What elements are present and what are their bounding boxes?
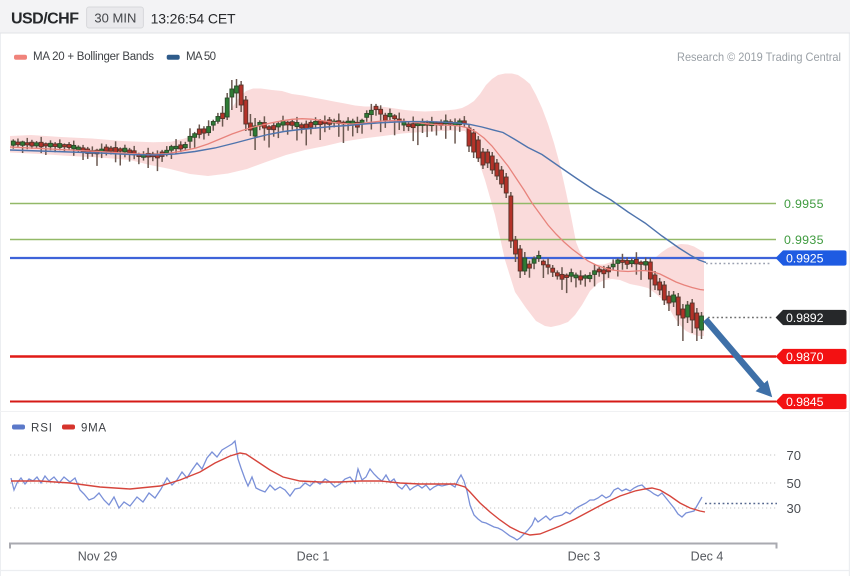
svg-text:Dec 3: Dec 3 [568, 550, 601, 564]
svg-text:Research © 2019 Trading Centra: Research © 2019 Trading Central [677, 50, 841, 64]
svg-text:USD/CHF: USD/CHF [11, 11, 79, 28]
svg-text:50: 50 [787, 476, 801, 491]
svg-text:70: 70 [787, 448, 801, 463]
svg-text:0.9955: 0.9955 [784, 197, 824, 211]
svg-text:0.9870: 0.9870 [786, 350, 824, 364]
svg-text:0.9845: 0.9845 [786, 395, 824, 409]
svg-text:0.9935: 0.9935 [784, 233, 824, 247]
svg-text:0.9892: 0.9892 [786, 311, 824, 325]
svg-text:30 MIN: 30 MIN [94, 10, 136, 25]
svg-text:13:26:54 CET: 13:26:54 CET [151, 10, 236, 26]
svg-text:Dec 4: Dec 4 [691, 550, 724, 564]
svg-text:Nov 29: Nov 29 [78, 550, 118, 564]
svg-text:MA 50: MA 50 [186, 51, 216, 63]
svg-text:RSI: RSI [31, 423, 52, 435]
svg-text:30: 30 [787, 501, 801, 516]
svg-text:Dec 1: Dec 1 [297, 550, 330, 564]
svg-text:MA 20 + Bollinger Bands: MA 20 + Bollinger Bands [33, 51, 154, 63]
svg-text:9MA: 9MA [81, 423, 106, 435]
svg-text:0.9925: 0.9925 [786, 251, 824, 265]
